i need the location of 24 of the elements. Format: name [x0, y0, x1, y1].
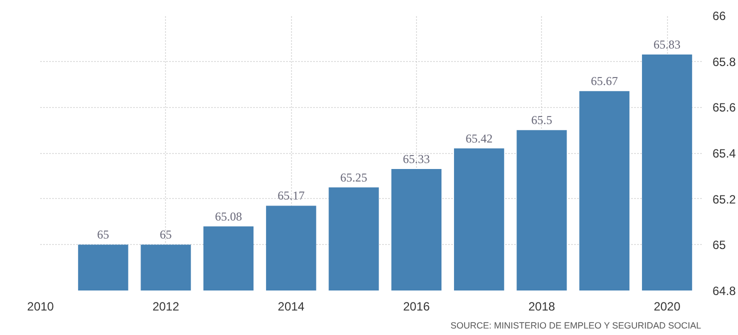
data-label: 65 [97, 228, 110, 242]
source-note: SOURCE: MINISTERIO DE EMPLEO Y SEGURIDAD SOCIAL [450, 320, 702, 330]
x-tick-label: 2020 [654, 300, 681, 314]
data-label: 65.5 [531, 113, 552, 128]
data-label: 65.67 [590, 74, 618, 88]
x-tick-label: 2014 [278, 300, 305, 314]
y-tick-label: 64.8 [712, 284, 736, 298]
data-label: 65.08 [214, 209, 242, 224]
data-label: 65.83 [654, 37, 681, 52]
x-tick-label: 2016 [403, 300, 430, 314]
y-tick-label: 66 [712, 9, 726, 23]
data-label: 65.17 [278, 188, 305, 203]
y-tick-label: 65.6 [712, 100, 736, 115]
x-tick-label: 2012 [152, 300, 180, 314]
data-label: 65 [160, 228, 172, 242]
y-tick-label: 65.2 [712, 192, 736, 206]
data-label: 65.25 [340, 170, 368, 184]
x-tick-label: 2018 [528, 300, 556, 314]
data-label: 65.42 [466, 131, 493, 146]
data-label: 65.33 [402, 152, 430, 166]
y-tick-label: 65.4 [712, 146, 736, 160]
x-tick-label: 2010 [27, 300, 54, 314]
y-tick-label: 65 [712, 238, 726, 252]
y-tick-label: 65.8 [712, 54, 736, 69]
